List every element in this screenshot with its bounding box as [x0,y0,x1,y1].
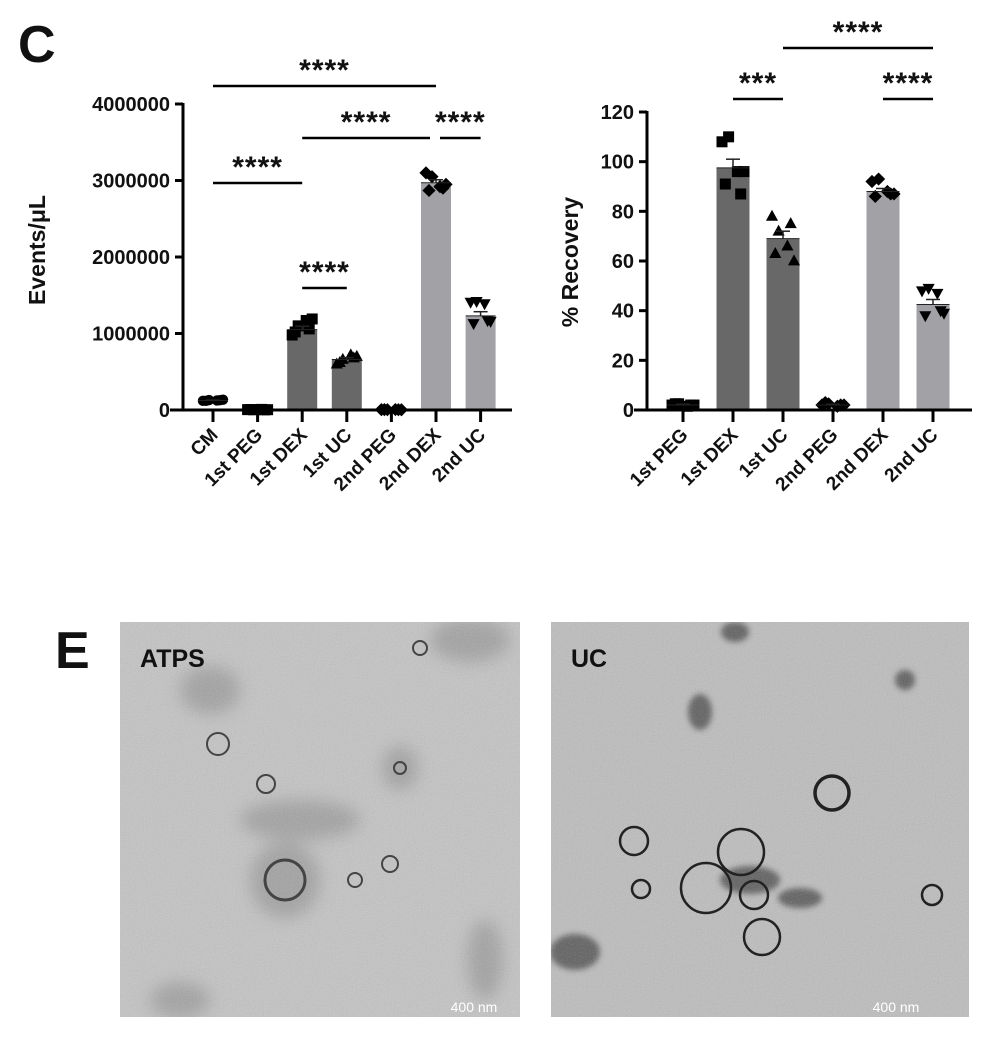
bar-1st-dex [716,167,750,410]
y-tick-label: 0 [159,400,170,422]
y-tick-label: 40 [612,301,634,323]
bar-2nd-uc [916,304,950,410]
significance-label: *** [739,67,777,100]
data-point [818,395,832,410]
y-tick-label: 4000000 [92,94,170,116]
y-tick-label: 1000000 [92,324,170,346]
data-point [716,136,728,148]
panel-label-e: E [55,622,90,680]
scale-bar-label-right: 400 nm [873,999,920,1015]
data-point [765,209,779,221]
y-tick-label: 2000000 [92,247,170,269]
y-tick-label: 3000000 [92,171,170,193]
data-point [436,181,450,195]
data-point [868,189,882,204]
tem-label-uc: UC [571,645,607,673]
panel-label-c: C [18,16,56,74]
significance-label: **** [299,54,350,87]
data-point [478,299,491,311]
data-point [481,316,494,328]
data-point [422,183,436,198]
x-tick-label: CM [187,425,223,461]
y-tick-label: 0 [623,400,634,422]
data-point [872,172,886,186]
bar-2nd-dex [421,182,451,410]
tem-image-atps [120,622,520,1017]
scale-bar-label-left: 400 nm [451,999,498,1015]
data-point [669,398,681,410]
bar-1st-uc [766,238,800,410]
y-axis-label: % Recovery [557,197,583,328]
y-tick-label: 60 [612,251,634,273]
data-point [303,323,315,335]
data-point [787,254,801,266]
y-tick-label: 100 [601,152,634,174]
significance-label: **** [435,106,486,139]
y-tick-label: 80 [612,201,634,223]
data-point [300,314,312,326]
data-point [884,187,898,201]
significance-label: **** [883,67,934,100]
data-point [915,286,929,298]
y-axis-label: Events/μL [24,195,50,305]
significance-label: **** [299,256,350,289]
bar-2nd-dex [866,191,900,410]
data-point [738,166,750,178]
bar-1st-dex [287,329,318,410]
data-point [467,319,480,331]
data-point [784,217,797,229]
x-tick-label: 2nd UC [881,424,943,486]
y-tick-label: 20 [612,350,634,372]
significance-label: **** [232,151,283,184]
data-point [922,283,935,295]
y-tick-label: 120 [601,102,634,124]
significance-label: **** [341,106,392,139]
data-point [919,311,932,323]
significance-label: **** [833,16,884,49]
data-point [333,355,346,367]
data-point [735,188,747,200]
data-point [769,246,782,258]
data-point [934,306,947,318]
tem-label-atps: ATPS [140,645,205,673]
data-point [306,313,318,325]
data-point [781,239,794,251]
bar-2nd-uc [465,315,496,410]
data-point [723,131,735,143]
tem-image-uc [551,622,969,1017]
data-point [772,224,785,236]
data-point [719,178,731,190]
data-point [289,326,301,338]
data-point [931,288,944,300]
data-point [731,166,743,178]
